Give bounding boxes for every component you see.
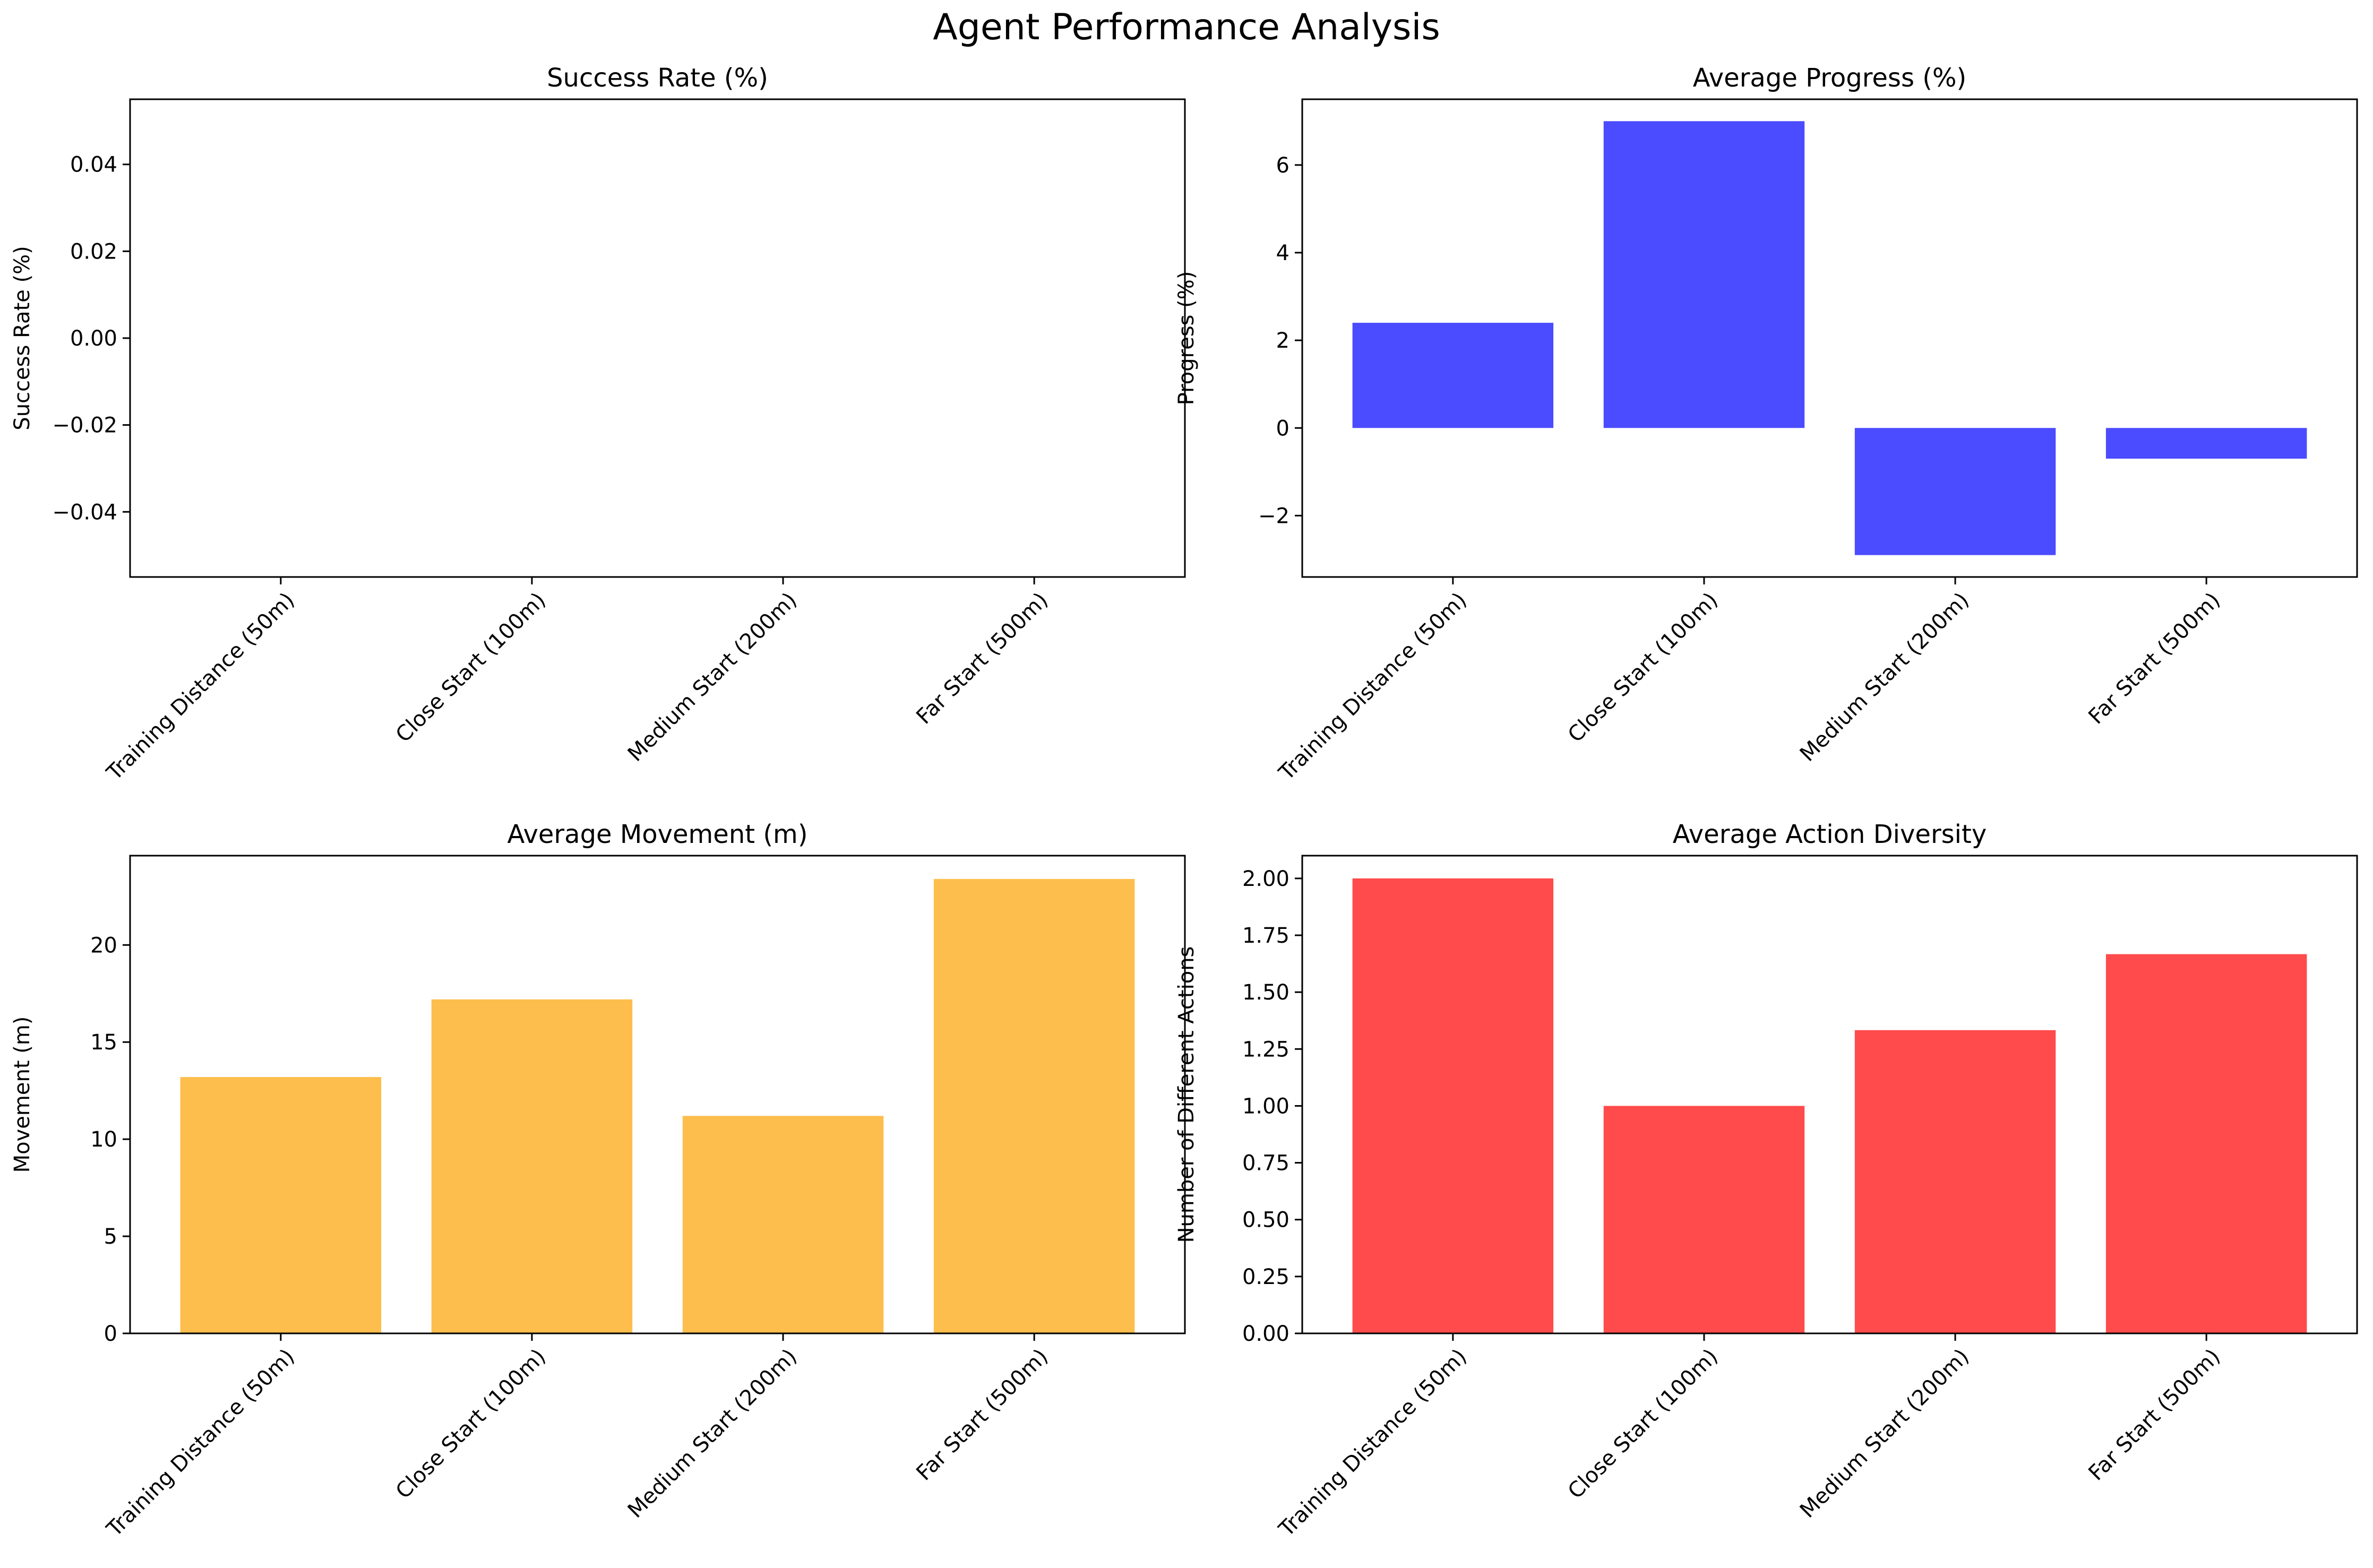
y-tick-label: 15 (90, 1030, 117, 1055)
bar-far-start-500m (2105, 954, 2307, 1333)
plot-frame (1301, 98, 2358, 578)
y-tick-label: 0.25 (1242, 1265, 1289, 1289)
panel-average-action-diversity: 0.00 0.25 0.50 0.75 1.00 1.25 1.50 1.75 2.00 Trai… (1174, 820, 2358, 1542)
bar-close-start-100m (1603, 121, 1805, 428)
x-tick-label-medium-start-200m: Medium Start (200m) (623, 1345, 802, 1523)
panel-title: Success Rate (%) (547, 63, 768, 93)
y-tick-label: 6 (1276, 153, 1289, 178)
x-tick-label-training-distance-50m: Training Distance (50m) (1274, 588, 1472, 786)
panel-average-progress: −2 0 2 4 6 Training Distance (50m) Close Start… (1174, 63, 2358, 786)
plot-frame (129, 855, 1186, 1334)
bar-training-distance-50m (180, 1077, 382, 1333)
y-tick-label: 20 (90, 933, 117, 958)
y-tick-label: 0.75 (1242, 1151, 1289, 1176)
y-tick-label: 2.00 (1242, 867, 1289, 891)
y-tick-label: 1.00 (1242, 1094, 1289, 1118)
x-tick-label-close-start-100m: Close Start (100m) (391, 1345, 551, 1504)
panel-success-rate: −0.04 −0.02 0.00 0.02 0.04 Training Distance … (10, 63, 1186, 786)
y-tick-label: 0.04 (70, 153, 117, 177)
x-tick-label-training-distance-50m: Training Distance (50m) (102, 1345, 299, 1542)
figure-title: Agent Performance Analysis (933, 6, 1440, 48)
bar-training-distance-50m (1352, 878, 1554, 1333)
y-tick-label: 0.00 (1242, 1322, 1289, 1346)
y-tick-label: 0 (104, 1322, 117, 1346)
y-axis-title: Progress (%) (1174, 271, 1199, 406)
plot-frame (1301, 855, 2358, 1334)
y-tick-label: 1.25 (1242, 1037, 1289, 1062)
y-tick-label: 5 (104, 1225, 117, 1249)
bar-close-start-100m (1603, 1106, 1805, 1333)
y-tick-label: 10 (90, 1127, 117, 1152)
x-tick-label-far-start-500m: Far Start (500m) (2084, 588, 2225, 729)
bar-training-distance-50m (1352, 323, 1554, 428)
panel-title: Average Action Diversity (1673, 820, 1987, 849)
x-tick-label-training-distance-50m: Training Distance (50m) (102, 588, 299, 786)
bar-far-start-500m (933, 878, 1135, 1333)
bar-close-start-100m (431, 999, 633, 1333)
y-tick-label: 2 (1276, 329, 1289, 353)
y-tick-label: 0.00 (70, 326, 117, 351)
x-tick-label-far-start-500m: Far Start (500m) (2084, 1345, 2225, 1486)
y-tick-label: −2 (1258, 504, 1289, 528)
bar-far-start-500m (2105, 428, 2307, 459)
x-tick-label-far-start-500m: Far Start (500m) (912, 588, 1053, 729)
y-tick-label: 1.50 (1242, 980, 1289, 1005)
y-tick-label: 0 (1276, 416, 1289, 441)
y-tick-label: 0.02 (70, 239, 117, 264)
x-tick-label-medium-start-200m: Medium Start (200m) (1795, 1345, 1974, 1523)
x-tick-label-training-distance-50m: Training Distance (50m) (1274, 1345, 1472, 1542)
x-tick-label-far-start-500m: Far Start (500m) (912, 1345, 1053, 1486)
y-tick-label: −0.04 (52, 500, 117, 524)
panel-title: Average Progress (%) (1693, 63, 1967, 93)
bar-medium-start-200m (1854, 1030, 2056, 1333)
y-axis-title: Success Rate (%) (10, 246, 35, 430)
y-tick-label: −0.02 (52, 413, 117, 438)
x-tick-label-close-start-100m: Close Start (100m) (1563, 1345, 1723, 1504)
y-tick-label: 1.75 (1242, 924, 1289, 948)
y-axis-title: Movement (m) (10, 1016, 35, 1173)
x-tick-label-close-start-100m: Close Start (100m) (391, 588, 551, 747)
plot-frame (129, 98, 1186, 578)
y-tick-label: 4 (1276, 241, 1289, 265)
panel-title: Average Movement (m) (507, 820, 807, 849)
x-tick-label-close-start-100m: Close Start (100m) (1563, 588, 1723, 747)
y-axis-title: Number of Different Actions (1174, 946, 1199, 1243)
y-tick-label: 0.50 (1242, 1208, 1289, 1233)
x-tick-label-medium-start-200m: Medium Start (200m) (623, 588, 802, 766)
panel-average-movement: 0 5 10 15 20 Training Distance (50m) Close Sta… (10, 820, 1186, 1542)
bar-medium-start-200m (1854, 428, 2056, 555)
x-tick-label-medium-start-200m: Medium Start (200m) (1795, 588, 1974, 766)
bar-medium-start-200m (682, 1116, 884, 1333)
